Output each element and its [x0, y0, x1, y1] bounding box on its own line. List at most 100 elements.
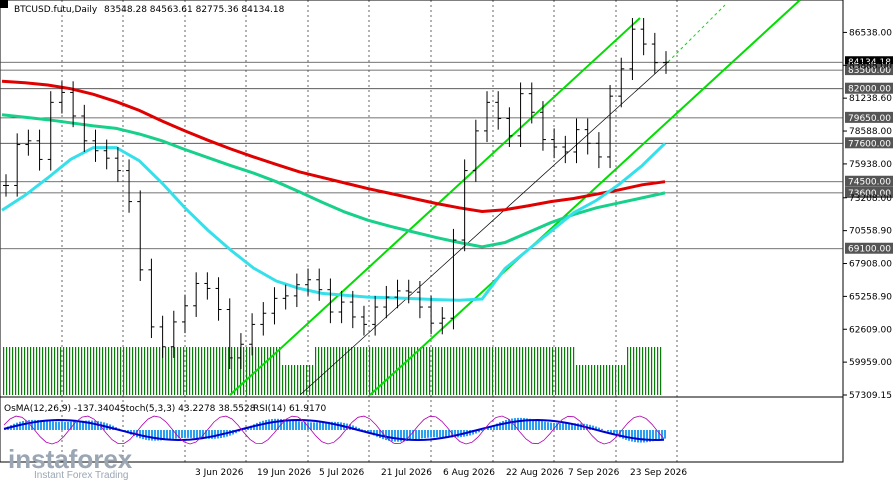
osma-bar [367, 430, 369, 433]
level-box [845, 64, 893, 76]
osma-bar [364, 430, 366, 431]
volume-bar [51, 347, 53, 395]
volume-bar [375, 347, 377, 395]
osma-bar [205, 430, 207, 439]
osma-bar [517, 417, 519, 430]
osma-bar [172, 430, 174, 439]
volume-bar [432, 347, 434, 395]
volume-bar [591, 365, 593, 395]
volume-bar [630, 347, 632, 395]
osma-bar [334, 421, 336, 430]
oscillator-panel [3, 415, 666, 445]
volume-bar [207, 347, 209, 395]
level-label: 82000.00 [848, 85, 891, 95]
volume-bar [654, 347, 656, 395]
volume-bar [33, 347, 35, 395]
volume-bar [66, 347, 68, 395]
osma-bar [40, 420, 42, 430]
volume-bar [189, 347, 191, 395]
osma-bar [541, 421, 543, 430]
volume-bar [621, 365, 623, 395]
osma-bar [448, 430, 450, 438]
volume-bar [270, 347, 272, 395]
osma-bar [442, 430, 444, 438]
menu-icon[interactable] [0, 0, 8, 8]
volume-bar [192, 347, 194, 395]
volume-bar [435, 347, 437, 395]
volume-bar [504, 347, 506, 395]
osma-bar [208, 430, 210, 439]
level-label: 69100.00 [848, 245, 891, 255]
osma-bar [622, 430, 624, 439]
osma-bar [310, 422, 312, 430]
osma-bar [658, 430, 660, 440]
volume-bar [291, 365, 293, 395]
volume-bar [285, 365, 287, 395]
volume-bar [219, 347, 221, 395]
volume-bar [144, 347, 146, 395]
axis-tick-label: 62609.00 [849, 325, 892, 335]
osma-bar [295, 420, 297, 430]
level-box [845, 186, 893, 198]
level-label: 74500.00 [848, 178, 891, 188]
volume-bar [153, 347, 155, 395]
osma-bar [91, 420, 93, 430]
volume-bar [81, 347, 83, 395]
volume-bar [492, 347, 494, 395]
osma-bar [85, 420, 87, 430]
volume-bar [360, 347, 362, 395]
volume-bar [204, 347, 206, 395]
volume-bar [42, 347, 44, 395]
time-tick-label: 5 Jul 2026 [319, 468, 364, 478]
volume-bar [15, 347, 17, 395]
osma-bar [304, 422, 306, 430]
osma-bar [427, 430, 429, 438]
level-label: 79650.00 [848, 114, 891, 124]
price-bars [3, 18, 669, 370]
osma-bar [322, 422, 324, 430]
volume-bar [342, 347, 344, 395]
level-box [845, 175, 893, 187]
osma-bar [649, 430, 651, 442]
osma-bar [526, 418, 528, 430]
osma-bar [268, 419, 270, 430]
osma-bar [313, 422, 315, 430]
volume-bar [336, 347, 338, 395]
osma-bar [397, 430, 399, 442]
volume-bar [102, 347, 104, 395]
volume-bar [438, 347, 440, 395]
osma-bar [34, 419, 36, 430]
volume-bar [450, 347, 452, 395]
volume-bar [573, 347, 575, 395]
osma-bar [385, 430, 387, 441]
volume-bar [111, 347, 113, 395]
volume-bar [348, 347, 350, 395]
volume-bar [162, 347, 164, 395]
osma-bar [535, 419, 537, 430]
osma-bar [439, 430, 441, 438]
osma-bar [628, 430, 630, 441]
volume-bar [279, 347, 281, 395]
volume-bar [324, 347, 326, 395]
osma-bar [625, 430, 627, 440]
level-label: 77600.00 [848, 139, 891, 149]
volume-bar [318, 347, 320, 395]
volume-bar [57, 347, 59, 395]
volume-bar [114, 347, 116, 395]
osma-bar [454, 430, 456, 438]
volume-bar [528, 347, 530, 395]
volume-bar [294, 365, 296, 395]
osma-bar [538, 420, 540, 430]
volume-bar [24, 347, 26, 395]
volume-bar [477, 347, 479, 395]
volume-bar [444, 347, 446, 395]
osma-bar [424, 430, 426, 439]
volume-bar [531, 347, 533, 395]
osma-bar [190, 430, 192, 438]
osma-bar [445, 430, 447, 438]
volume-bar [195, 347, 197, 395]
osma-bar [505, 419, 507, 430]
osma-bar [289, 420, 291, 430]
osma-bar [514, 418, 516, 430]
